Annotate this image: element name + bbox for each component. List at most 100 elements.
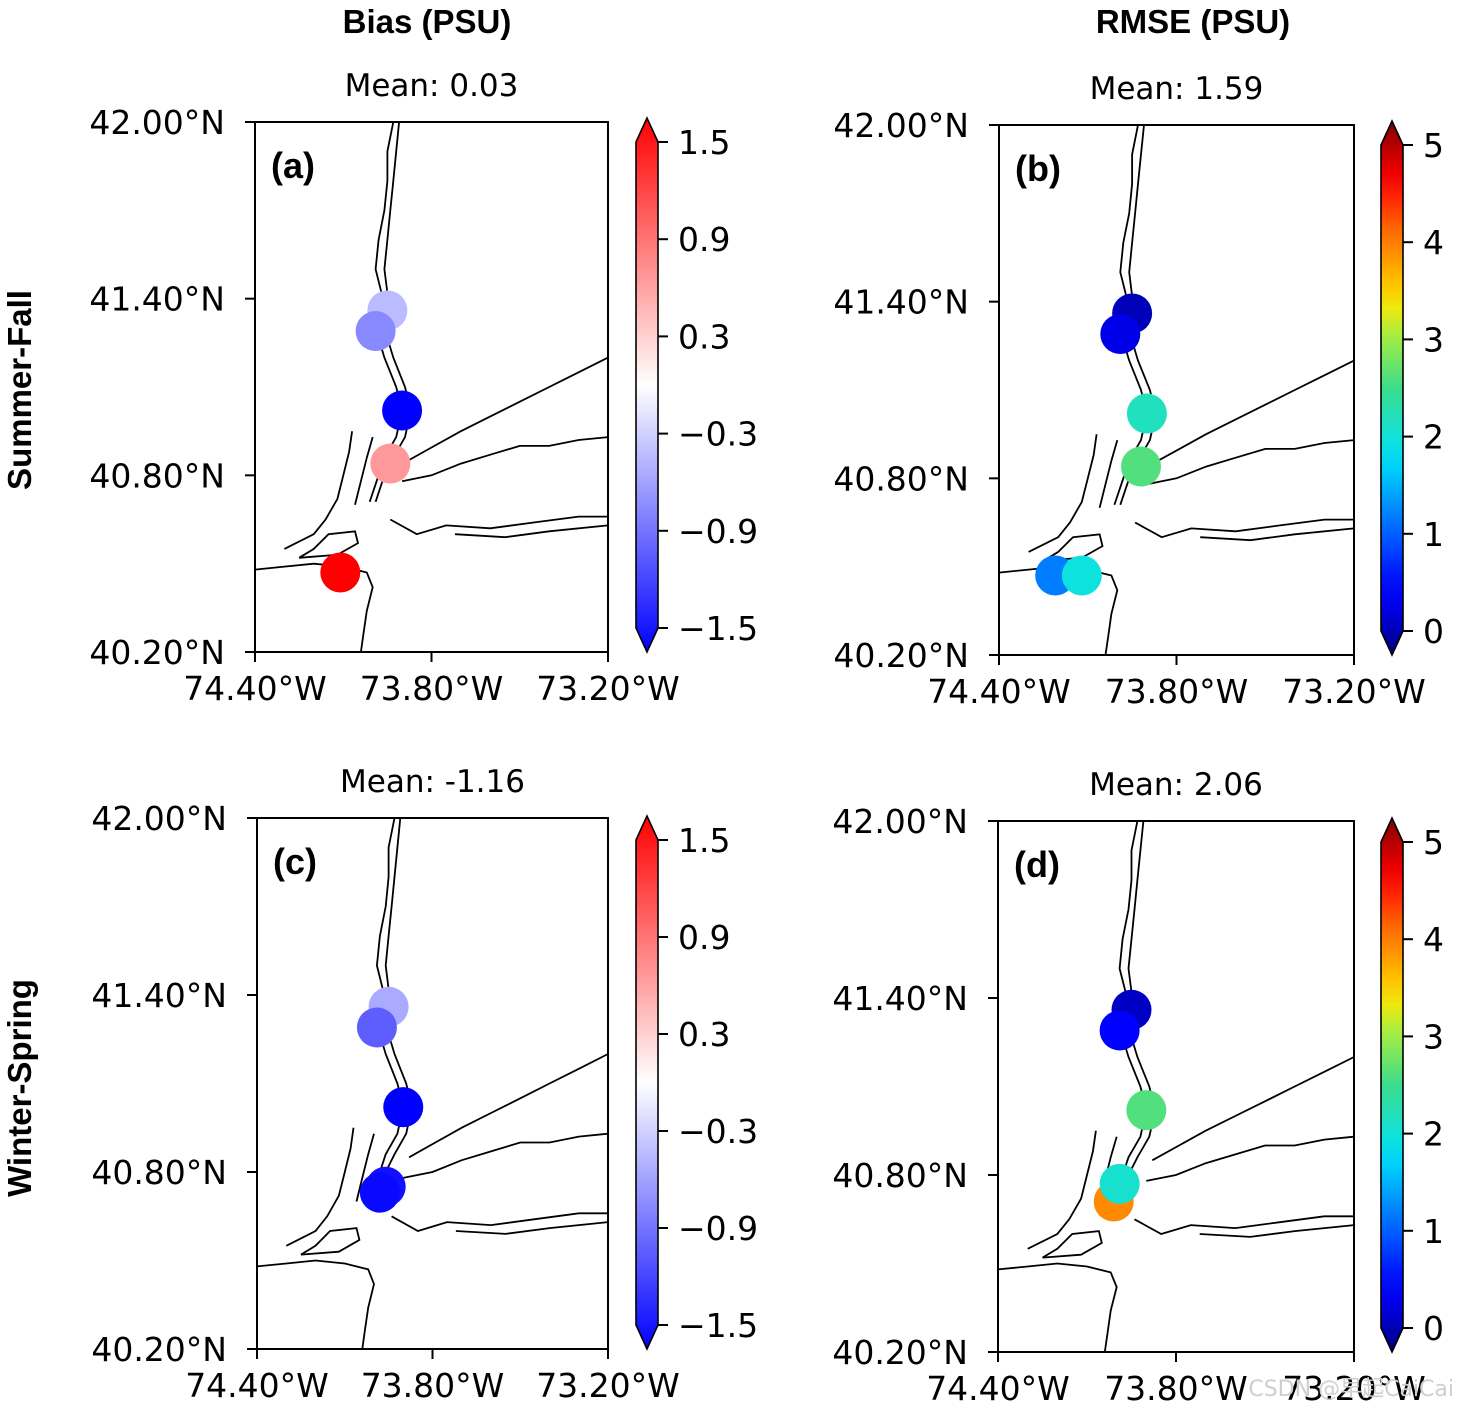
y-tick-label: 42.00°N	[832, 802, 968, 841]
colorbar-tick-label: −0.9	[678, 1209, 758, 1248]
y-tick-label: 42.00°N	[833, 106, 969, 145]
station-marker	[1061, 555, 1102, 596]
colorbar-tick-label: 1.5	[678, 821, 730, 860]
y-tick-label: 40.20°N	[89, 633, 225, 672]
panel-label: (a)	[271, 145, 315, 186]
colorbar-tick-label: 1.5	[678, 123, 730, 162]
colorbar-tick-label: 2	[1423, 418, 1444, 457]
map-panel: Mean: 1.59 (b) 40.20°N 40.80°N 41.40°N 42.00°…	[833, 71, 1444, 711]
y-tick-label: 41.40°N	[833, 283, 969, 322]
colorbar-tick-label: 0.3	[678, 1015, 730, 1054]
plot-frame	[997, 820, 1355, 1353]
coastline-njRiver	[1028, 434, 1098, 553]
colorbar-tick-label: 0	[1423, 612, 1444, 651]
panel-label: (b)	[1015, 148, 1061, 189]
panel-subtitle: Mean: 0.03	[345, 68, 519, 104]
coastline-statenIsland	[1042, 1230, 1103, 1259]
coastline-njRiver	[1027, 1130, 1097, 1250]
coastline-hackensack	[1098, 439, 1119, 509]
colorbar-tick-label: −0.9	[678, 512, 758, 551]
coastline-lisNorth	[408, 1053, 609, 1159]
coastline-barrier	[1200, 527, 1355, 542]
x-tick-label: 73.20°W	[536, 669, 680, 708]
colorbar-tick-label: 4	[1423, 223, 1444, 262]
colorbar-tick-label: 3	[1423, 320, 1444, 359]
y-tick-label: 41.40°N	[91, 976, 227, 1015]
x-tick-label: 73.20°W	[1282, 672, 1426, 711]
coastline-lisNorth	[407, 356, 609, 462]
colorbar	[635, 814, 659, 1351]
station-marker	[1099, 1163, 1140, 1204]
x-tick-label: 74.40°W	[185, 1366, 329, 1405]
colorbar-tick-label: 3	[1423, 1017, 1444, 1056]
panel-label: (c)	[273, 841, 317, 882]
x-tick-label: 73.20°W	[536, 1366, 680, 1405]
panel-subtitle: Mean: -1.16	[340, 764, 525, 800]
colorbar-tick-label: −0.3	[678, 1112, 758, 1151]
y-tick-label: 41.40°N	[89, 280, 225, 319]
station-marker	[359, 1172, 400, 1213]
colorbar-tick-label: 0.3	[678, 317, 730, 356]
x-tick-label: 73.80°W	[1104, 1369, 1248, 1408]
x-tick-label: 73.80°W	[1105, 672, 1249, 711]
colorbar-tick-label: 1	[1423, 515, 1444, 554]
panel-label: (d)	[1014, 844, 1060, 885]
colorbar-tick-label: 5	[1423, 823, 1444, 862]
coastline-lisSouth	[401, 436, 609, 483]
coastline-statenIsland	[298, 530, 360, 559]
station-marker	[1100, 314, 1141, 355]
colorbar-tick-label: −1.5	[678, 1306, 758, 1345]
colorbar-tick-label: 0.9	[678, 220, 730, 259]
coastline-hackensack	[354, 436, 374, 506]
x-tick-label: 74.40°W	[183, 669, 327, 708]
colorbar-tick-label: 1	[1423, 1212, 1444, 1251]
row-title-summer-fall: Summer-Fall	[1, 290, 38, 490]
column-title-rmse: RMSE (PSU)	[1096, 3, 1290, 40]
plot-frame	[256, 817, 609, 1350]
station-marker	[382, 390, 423, 431]
map-panel: Mean: -1.16 (c) 40.20°N 40.80°N 41.40°N 42.00…	[91, 764, 758, 1405]
coastline-barrier	[455, 1221, 609, 1235]
coastline-njCoast	[997, 1262, 1118, 1353]
coastline-southShore	[391, 1212, 608, 1232]
station-marker	[1126, 393, 1167, 434]
x-tick-label: 73.20°W	[1282, 1369, 1426, 1408]
colorbar-tick-label: 0.9	[678, 918, 730, 957]
colorbar	[635, 116, 659, 654]
y-tick-label: 40.80°N	[89, 456, 225, 495]
map-panel: Mean: 0.03 (a) 40.20°N 40.80°N 41.40°N 42.00°…	[89, 68, 758, 708]
coastline-southShore	[1134, 1215, 1354, 1235]
coastline-lisSouth	[403, 1132, 609, 1179]
coastline-lisNorth	[1152, 359, 1355, 465]
y-tick-label: 42.00°N	[91, 799, 227, 838]
coastline-njRiver	[285, 1127, 355, 1247]
y-tick-label: 40.20°N	[833, 636, 969, 675]
coastline-southShore	[389, 515, 608, 536]
coastline-njCoast	[256, 1259, 375, 1350]
y-tick-label: 42.00°N	[89, 103, 225, 142]
colorbar-tick-label: −0.3	[678, 415, 758, 454]
station-marker	[383, 1087, 424, 1128]
plot-frame	[254, 121, 609, 653]
y-tick-label: 40.20°N	[91, 1330, 227, 1369]
station-marker	[1099, 1010, 1140, 1051]
colorbar	[1380, 816, 1404, 1354]
colorbar-tick-label: 5	[1423, 126, 1444, 165]
panel-subtitle: Mean: 2.06	[1089, 767, 1263, 803]
column-title-bias: Bias (PSU)	[343, 3, 512, 40]
coastline-hackensack	[355, 1133, 375, 1202]
watermark-text: CSDN @早起CaiCai	[1248, 1377, 1454, 1402]
y-tick-label: 40.20°N	[832, 1333, 968, 1372]
coastline-statenIsland	[300, 1227, 361, 1256]
station-marker	[1126, 1090, 1167, 1131]
y-tick-label: 40.80°N	[91, 1153, 227, 1192]
x-tick-label: 74.40°W	[927, 672, 1071, 711]
station-marker	[320, 552, 361, 593]
y-tick-label: 41.40°N	[832, 979, 968, 1018]
station-marker	[355, 311, 396, 352]
colorbar	[1380, 119, 1404, 657]
coastline-lisSouth	[1146, 1135, 1355, 1182]
y-tick-label: 40.80°N	[832, 1156, 968, 1195]
colorbar-tick-label: −1.5	[678, 609, 758, 648]
